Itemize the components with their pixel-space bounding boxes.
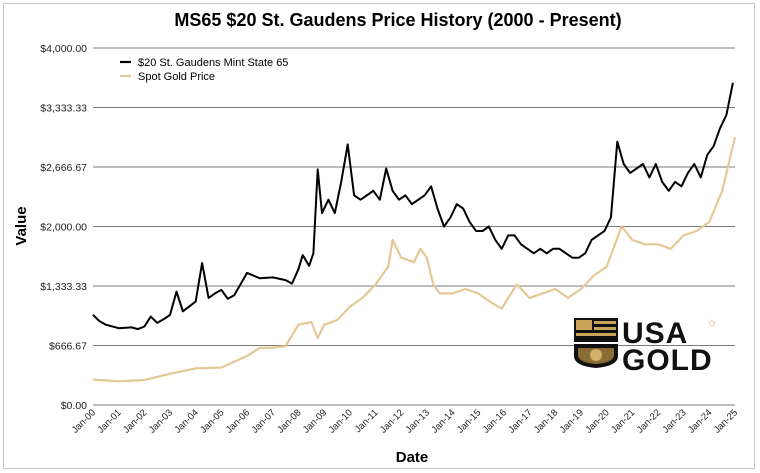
flag-shield-icon: [574, 318, 618, 368]
x-tick-label: Jan-02: [121, 407, 149, 435]
legend-label: $20 St. Gaudens Mint State 65: [138, 57, 288, 69]
x-tick-label: Jan-20: [583, 407, 611, 435]
x-tick-label: Jan-23: [660, 407, 688, 435]
series-line-st-gaudens-ms65: [92, 82, 734, 331]
x-tick-label: Jan-13: [404, 407, 432, 435]
series: [92, 82, 737, 383]
x-tick-label: Jan-12: [378, 407, 406, 435]
x-tick-label: Jan-11: [353, 407, 381, 435]
y-axis-title: Value: [13, 206, 30, 245]
x-tick-label: Jan-17: [506, 407, 534, 435]
usa-gold-logo: USA GOLD ☆: [574, 317, 717, 377]
x-tick-label: Jan-07: [250, 407, 278, 435]
x-tick-label: Jan-10: [327, 407, 355, 435]
x-tick-label: Jan-16: [481, 407, 509, 435]
y-tick-label: $3,333.33: [40, 103, 87, 115]
series-line-spot-gold: [92, 137, 737, 383]
legend-label: Spot Gold Price: [138, 71, 215, 83]
gridlines: [93, 47, 735, 406]
x-tick-label: Jan-24: [686, 407, 714, 435]
x-tick-label: Jan-25: [712, 407, 740, 435]
x-tick-label: Jan-08: [275, 407, 303, 435]
x-axis: Jan-00Jan-01Jan-02Jan-03Jan-04Jan-05Jan-…: [70, 407, 740, 435]
x-tick-label: Jan-15: [455, 407, 483, 435]
x-tick-label: Jan-05: [198, 407, 226, 435]
x-tick-label: Jan-18: [532, 407, 560, 435]
y-tick-label: $0.00: [61, 400, 87, 412]
x-tick-label: Jan-21: [609, 407, 637, 435]
x-tick-label: Jan-22: [635, 407, 663, 435]
x-tick-label: Jan-14: [429, 407, 457, 435]
logo-text-gold: GOLD: [622, 344, 713, 377]
legend: $20 St. Gaudens Mint State 65 Spot Gold P…: [120, 57, 288, 83]
x-tick-label: Jan-09: [301, 407, 329, 435]
logo-star-icon: ☆: [707, 318, 717, 330]
y-tick-label: $666.67: [49, 340, 87, 352]
x-tick-label: Jan-03: [147, 407, 175, 435]
y-tick-label: $1,333.33: [40, 281, 87, 293]
x-tick-label: Jan-19: [558, 407, 586, 435]
y-tick-label: $2,666.67: [40, 162, 87, 174]
x-tick-label: Jan-04: [173, 407, 201, 435]
x-tick-label: Jan-01: [95, 407, 123, 435]
chart-frame: [3, 3, 755, 469]
y-tick-label: $4,000.00: [40, 43, 87, 55]
y-tick-label: $2,000.00: [40, 222, 87, 234]
x-tick-label: Jan-06: [224, 407, 252, 435]
chart-title: MS65 $20 St. Gaudens Price History (2000…: [174, 10, 621, 30]
logo-text-usa: USA: [622, 317, 688, 350]
y-axis: $0.00 $666.67 $1,333.33 $2,000.00 $2,666.67 $…: [40, 43, 87, 412]
x-axis-title: Date: [396, 449, 429, 466]
